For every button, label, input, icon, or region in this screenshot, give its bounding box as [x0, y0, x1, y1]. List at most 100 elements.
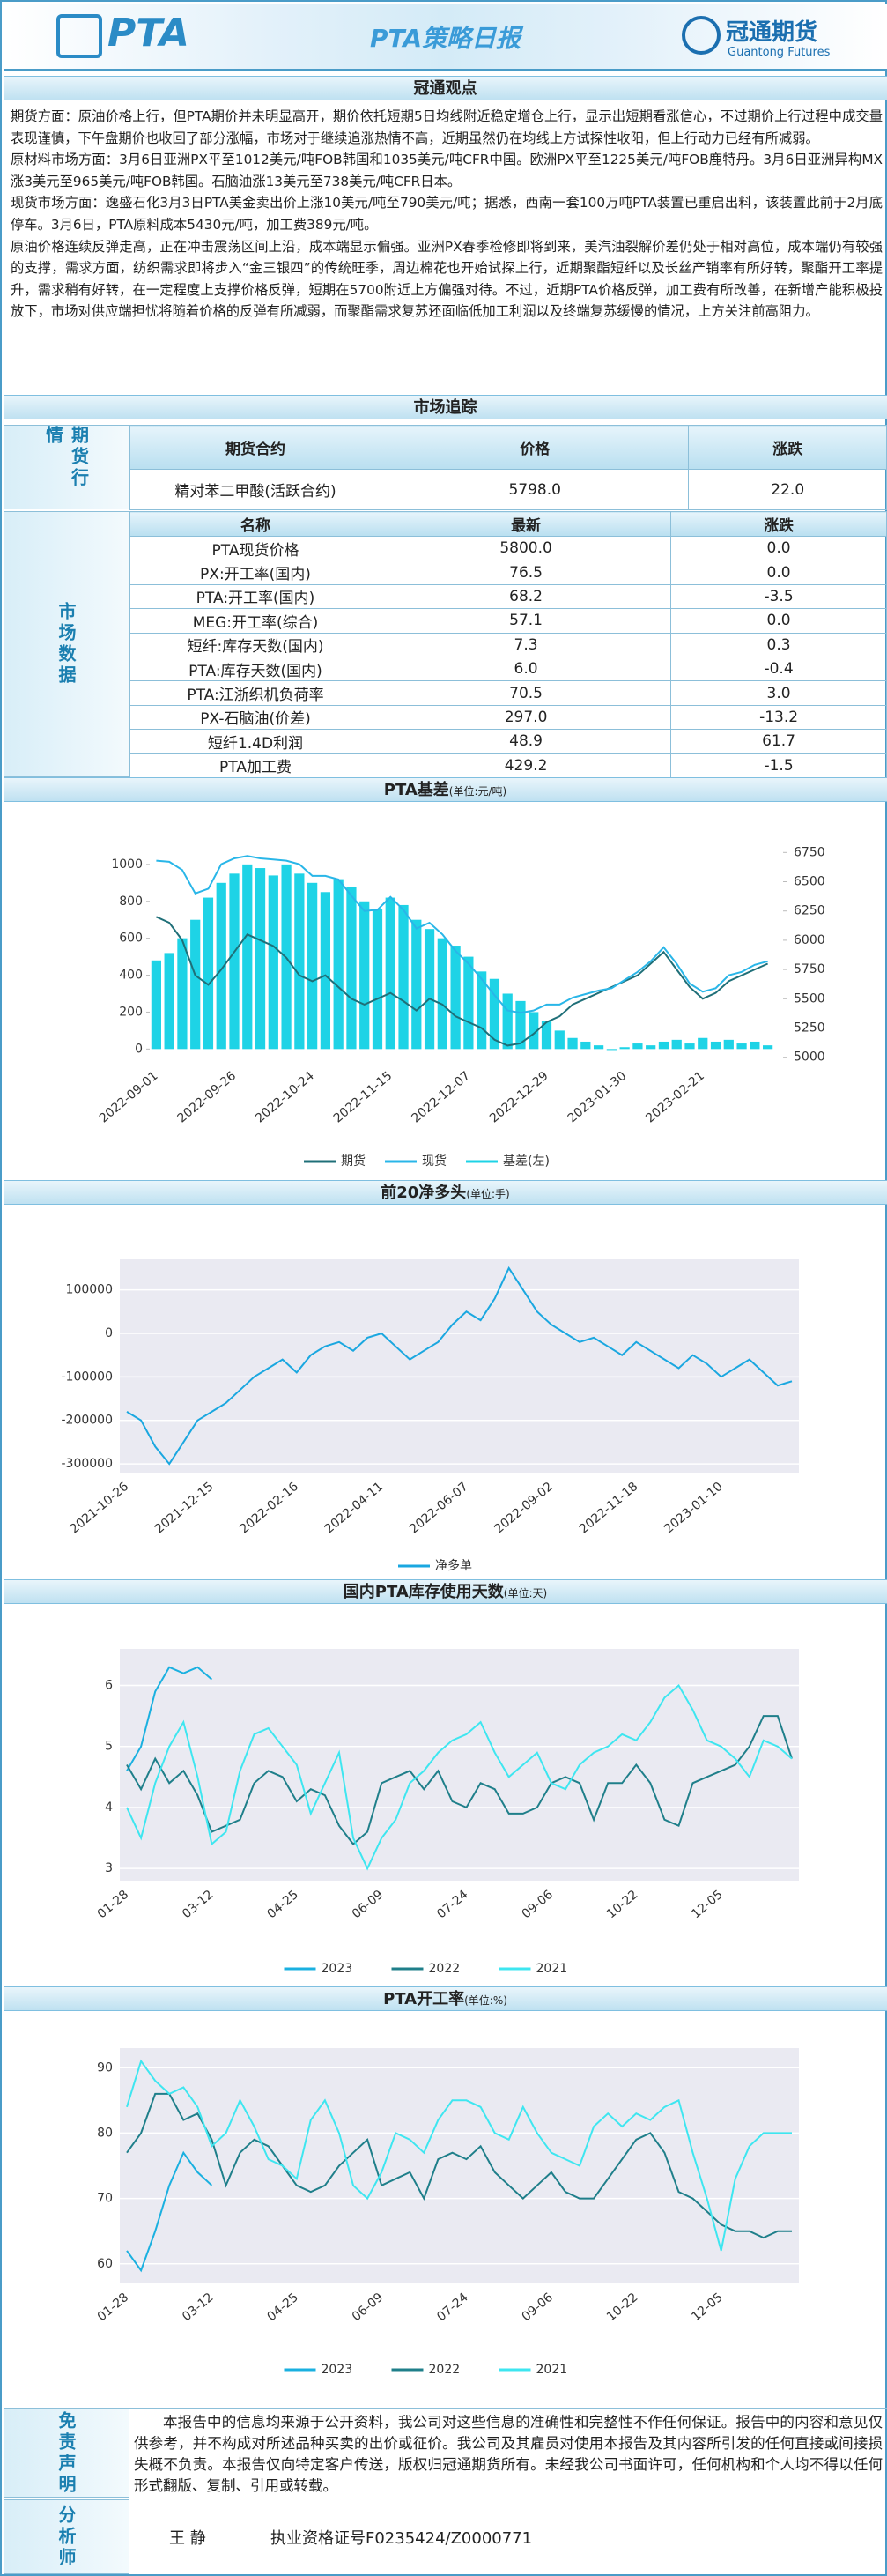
disclaimer-text: 本报告中的信息均来源于公开资料，我公司对这些信息的准确性和完整性不作任何保证。报… [134, 2414, 883, 2494]
bar [294, 873, 305, 1050]
line [126, 1266, 793, 1466]
line [126, 1715, 793, 1845]
cell: PTA:江浙织机负荷率 [129, 680, 381, 706]
table-row: 短纤1.4D利润 48.9 61.7 [129, 729, 887, 754]
table-row: PX:开工率(国内) 76.5 0.0 [129, 560, 887, 585]
cell: 短纤1.4D利润 [129, 729, 381, 754]
bar [619, 1047, 630, 1050]
divider [4, 2408, 887, 2409]
bar [593, 1045, 604, 1050]
x-tick-label: 2023-01-10 [662, 1480, 726, 1537]
chart-title: 国内PTA库存使用天数 [343, 1583, 504, 1601]
legend-label: 2023 [322, 1962, 353, 1976]
x-tick-label: 09-06 [520, 2290, 557, 2324]
legend-label: 基差(左) [503, 1154, 550, 1169]
chart: -300000 -200000 -100000 0 100000 2021-10-26 20… [62, 1259, 799, 1573]
x-tick-label: 10-22 [604, 1888, 640, 1921]
cell: 57.1 [380, 608, 672, 634]
legend-label: 2023 [322, 2363, 353, 2377]
bar [320, 892, 331, 1050]
y-tick-label: 3 [105, 1861, 113, 1875]
x-tick-label: 01-28 [95, 2290, 131, 2324]
cell: 5800.0 [380, 535, 672, 561]
x-tick-label: 06-09 [350, 1888, 386, 1921]
column-header: 名称 [129, 511, 381, 537]
y-tick-label: 600 [119, 932, 143, 946]
bar [567, 1037, 578, 1050]
chart-heading: PTA基差(单位:元/吨) [4, 777, 887, 802]
table-row: MEG:开工率(综合) 57.1 0.0 [129, 608, 887, 634]
x-tick-label: 2022-09-01 [97, 1069, 161, 1126]
cell: PX:开工率(国内) [129, 560, 381, 585]
chart-unit: (单位:元/吨) [448, 785, 507, 798]
table-row: 精对苯二甲酸(活跃合约) 5798.0 22.0 [129, 469, 887, 510]
cell: 68.2 [380, 583, 672, 610]
chart: 60 70 80 90 01-28 03-12 04-25 06-09 07-24 09-06 10… [95, 2048, 799, 2377]
bar [646, 1045, 656, 1050]
cell: PX-石脑油(价差) [129, 704, 381, 731]
column-header: 价格 [380, 425, 690, 470]
bar [372, 909, 383, 1050]
bar [554, 1030, 565, 1050]
x-tick-label: 12-05 [689, 2290, 725, 2324]
bar [736, 1043, 747, 1050]
y2-tick-label: 6750 [794, 845, 825, 859]
legend-label: 2022 [429, 2363, 461, 2377]
table-row: PTA:库存天数(国内) 6.0 -0.4 [129, 656, 887, 682]
bar [684, 1043, 695, 1050]
x-tick-label: 10-22 [604, 2290, 640, 2324]
bar [658, 1041, 669, 1050]
x-tick-label: 2022-12-07 [409, 1069, 473, 1126]
section-heading: 市场追踪 [4, 395, 887, 419]
y2-tick-label: 5000 [794, 1050, 825, 1065]
x-tick-label: 2021-12-15 [152, 1480, 217, 1537]
company-logo [682, 16, 721, 55]
paragraph: 期货方面：原油价格上行，但PTA期价并未明显高开，期价依托短期5日均线附近稳定增… [11, 108, 883, 146]
line [126, 2092, 792, 2239]
cell: 0.0 [670, 535, 887, 561]
cell: -13.2 [670, 704, 887, 731]
y-tick-label: 60 [97, 2257, 113, 2271]
cell: 3.0 [670, 680, 887, 706]
legend-label: 2021 [536, 1962, 568, 1976]
cell: -0.4 [670, 656, 887, 682]
x-tick-label: 2022-02-16 [237, 1480, 301, 1537]
x-tick-label: 07-24 [434, 1888, 471, 1921]
bar [255, 868, 266, 1050]
paragraph: 现货市场方面：逸盛石化3月3日PTA美金卖出价上涨10美元/吨至790美元/吨；… [11, 195, 883, 233]
bar [698, 1037, 708, 1050]
bar [723, 1039, 734, 1050]
bar [502, 993, 513, 1050]
view-text: 期货方面：原油价格上行，但PTA期价并未明显高开，期价依托短期5日均线附近稳定增… [11, 106, 883, 323]
x-tick-label: 2022-11-18 [577, 1480, 641, 1537]
table-row: PTA加工费 429.2 -1.5 [129, 753, 887, 778]
chart-heading: 前20净多头(单位:手) [4, 1180, 887, 1205]
header-row: 期货合约 价格 涨跌 [129, 425, 887, 470]
bar [710, 1041, 721, 1050]
futures-table: 期货合约 价格 涨跌 精对苯二甲酸(活跃合约) 5798.0 22.0 [129, 425, 887, 510]
y-tick-label: 1000 [111, 857, 143, 872]
cell: PTA现货价格 [129, 535, 381, 561]
y-tick-label: 6 [105, 1679, 113, 1693]
cell: PTA:开工率(国内) [129, 583, 381, 610]
legend-label: 净多单 [435, 1558, 472, 1573]
y2-tick-label: 6000 [794, 933, 825, 947]
bar [477, 971, 487, 1050]
legend-label: 期货 [341, 1154, 366, 1169]
cell: 70.5 [380, 680, 672, 706]
analyst-name: 王 静 [169, 2529, 206, 2548]
plot-background [120, 1649, 799, 1881]
x-tick-label: 2022-10-24 [253, 1069, 317, 1126]
x-tick-label: 2022-09-26 [175, 1069, 240, 1126]
market-table: 名称 最新 涨跌 PTA现货价格 5800.0 0.0 PX:开工率(国内) 76.5 0.0 P… [129, 511, 887, 778]
chart-title: PTA基差 [383, 781, 449, 799]
bar [333, 879, 344, 1050]
bar [151, 960, 161, 1050]
y-tick-label: -200000 [62, 1414, 114, 1428]
y-tick-label: 800 [119, 895, 143, 909]
y-tick-label: 0 [135, 1042, 143, 1056]
bar [398, 904, 409, 1050]
table-row: PTA:开工率(国内) 68.2 -3.5 [129, 583, 887, 610]
y2-tick-label: 5750 [794, 962, 825, 976]
